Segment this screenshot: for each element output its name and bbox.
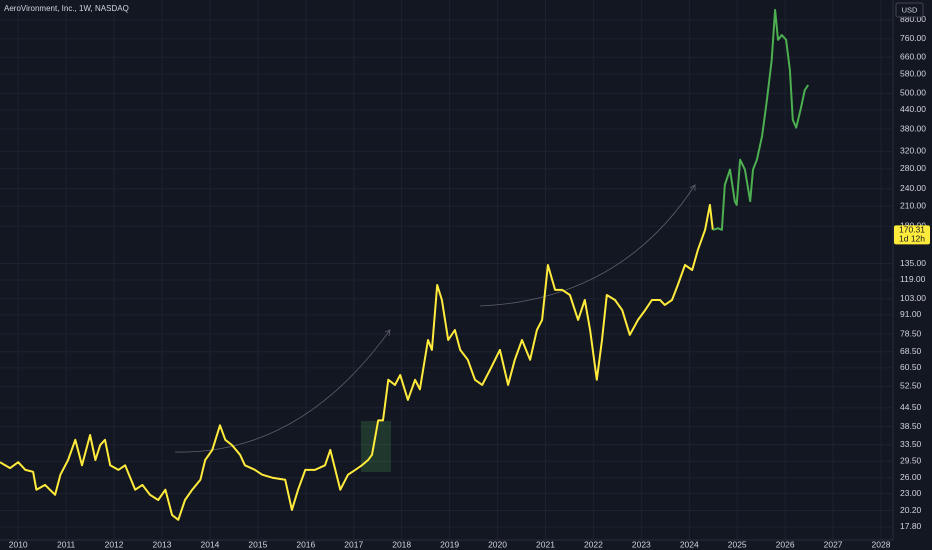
y-tick-label: 103.00 <box>900 293 926 303</box>
y-tick-label: 38.50 <box>900 421 922 431</box>
y-tick-label: 68.50 <box>900 346 922 356</box>
x-tick-label: 2015 <box>248 539 267 549</box>
y-tick-label: 44.50 <box>900 402 922 412</box>
grid <box>0 0 893 540</box>
price-label: 170.31 <box>899 225 925 235</box>
x-tick-label: 2024 <box>680 539 699 549</box>
y-tick-label: 500.00 <box>900 88 926 98</box>
y-tick-label: 60.50 <box>900 362 922 372</box>
y-tick-label: 580.00 <box>900 68 926 78</box>
x-tick-label: 2027 <box>824 539 843 549</box>
x-tick-label: 2016 <box>296 539 315 549</box>
y-tick-label: 280.00 <box>900 163 926 173</box>
x-tick-label: 2014 <box>200 539 219 549</box>
y-tick-label: 20.20 <box>900 505 922 515</box>
price-line <box>0 203 714 521</box>
x-tick-label: 2011 <box>57 539 76 549</box>
y-tick-label: 440.00 <box>900 104 926 114</box>
x-tick-label: 2021 <box>536 539 555 549</box>
arrow-head <box>384 329 391 337</box>
x-tick-label: 2020 <box>488 539 507 549</box>
x-tick-label: 2025 <box>728 539 747 549</box>
y-tick-label: 240.00 <box>900 183 926 193</box>
x-tick-label: 2010 <box>9 539 28 549</box>
x-tick-label: 2017 <box>344 539 363 549</box>
y-tick-label: 119.00 <box>900 274 926 284</box>
arrow-curve <box>479 184 696 307</box>
price-label-box <box>894 225 930 245</box>
y-tick-label: 135.00 <box>900 258 926 268</box>
x-tick-label: 2019 <box>440 539 459 549</box>
y-tick-label: 23.00 <box>900 488 922 498</box>
currency-box[interactable] <box>895 2 924 18</box>
x-tick-label: 2018 <box>392 539 411 549</box>
x-tick-label: 2022 <box>584 539 603 549</box>
y-tick-label: 320.00 <box>900 146 926 156</box>
y-tick-label: 760.00 <box>900 33 926 43</box>
axes: 17.80 20.20 23.00 26.00 29.50 33.50 38.50 44.50… <box>9 14 930 549</box>
y-tick-label: 91.00 <box>900 309 922 319</box>
chart-title: AeroVironment, Inc., 1W, NASDAQ <box>4 4 129 13</box>
x-tick-label: 2028 <box>872 539 891 549</box>
y-tick-label: 33.50 <box>900 439 922 449</box>
y-tick-label: 880.00 <box>900 14 926 24</box>
countdown: 1d 12h <box>899 234 925 244</box>
price-line <box>712 8 810 231</box>
x-tick-label: 2012 <box>105 539 124 549</box>
y-tick-label: 660.00 <box>900 51 926 61</box>
x-tick-label: 2026 <box>776 539 795 549</box>
y-tick-label: 52.50 <box>900 381 922 391</box>
y-tick-label: 29.50 <box>900 456 922 466</box>
y-tick-label: 210.00 <box>900 200 926 210</box>
arrow-head <box>689 184 696 191</box>
lines <box>0 8 810 521</box>
y-tick-label: 380.00 <box>900 123 926 133</box>
y-tick-label: 78.50 <box>900 328 922 338</box>
y-tick-label: 17.80 <box>900 521 922 531</box>
x-tick-label: 2013 <box>153 539 172 549</box>
arrow-curve <box>174 329 391 453</box>
currency: USD <box>902 5 918 14</box>
x-tick-label: 2023 <box>632 539 651 549</box>
y-tick-label: 26.00 <box>900 472 922 482</box>
